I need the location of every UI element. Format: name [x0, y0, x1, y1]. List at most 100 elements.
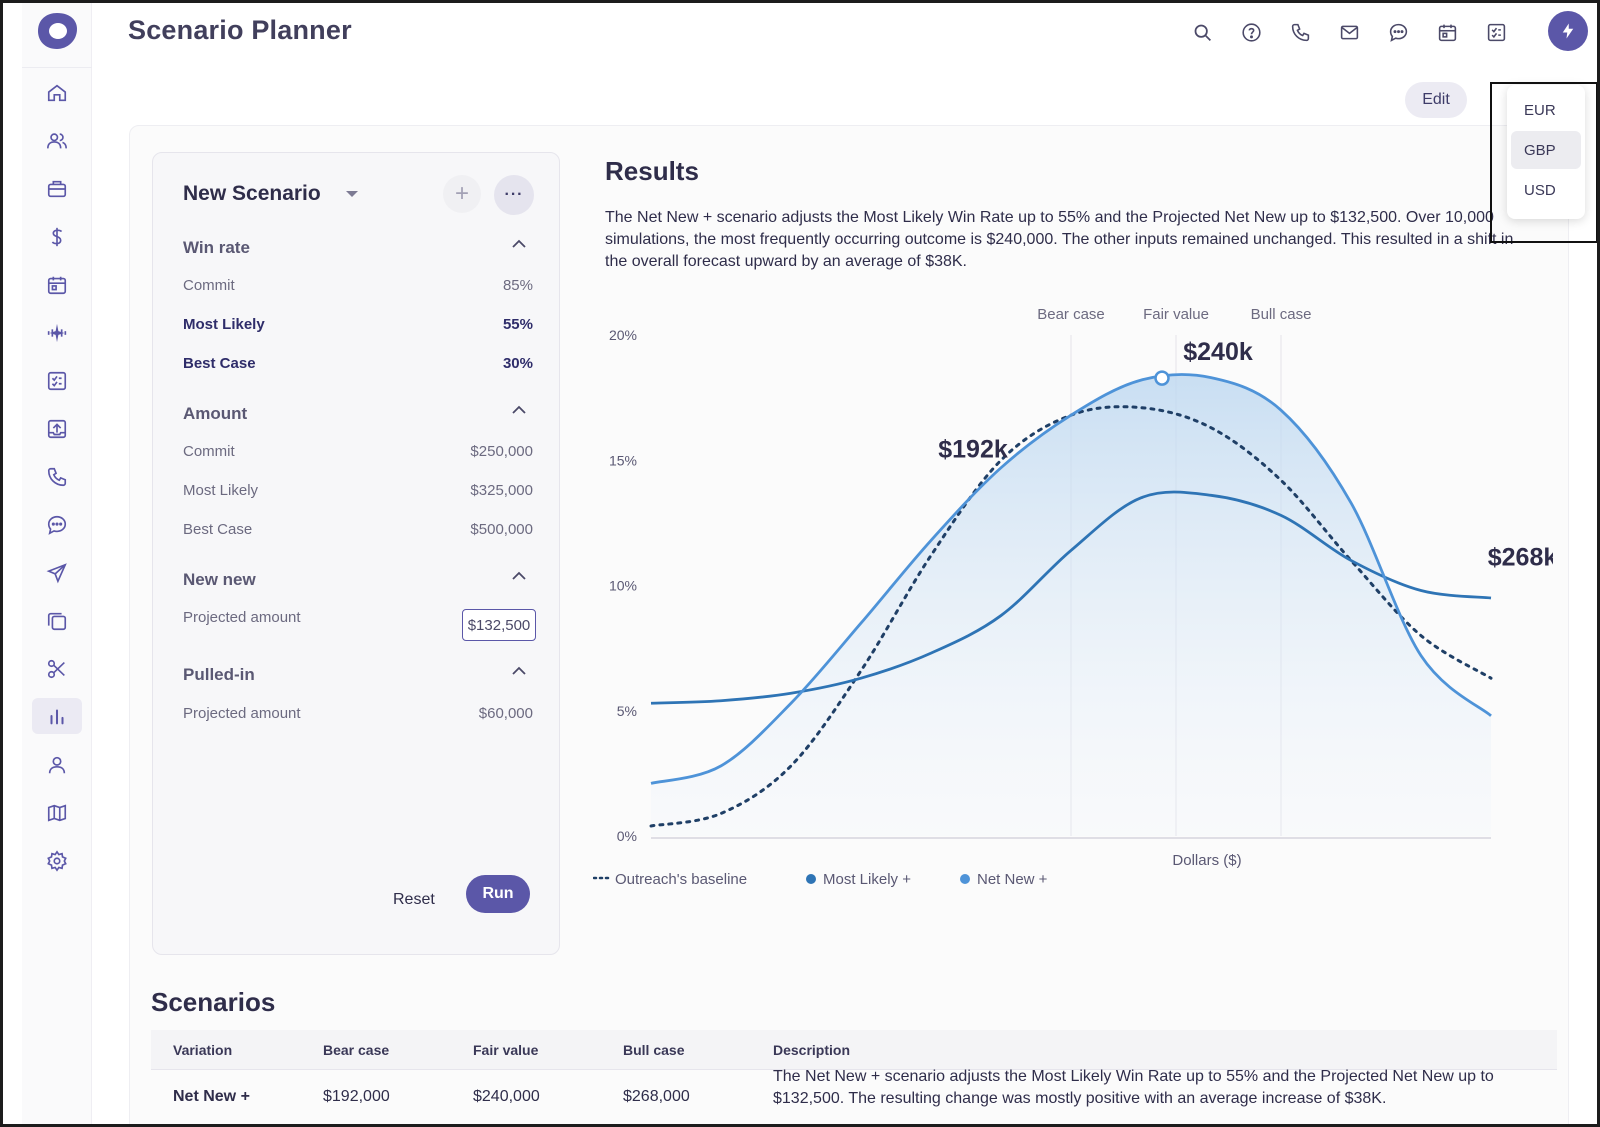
page-title: Scenario Planner [128, 15, 352, 45]
marker-label: Bull case [1251, 306, 1312, 323]
amount-most-likely-label: Most Likely [183, 482, 259, 499]
phone-icon[interactable] [1287, 19, 1313, 45]
win-rate-most-likely-label: Most Likely [183, 316, 265, 333]
row-variation: Net New + [173, 1088, 250, 1105]
chevron-up-icon[interactable] [512, 571, 526, 581]
scissors-icon[interactable] [32, 651, 82, 687]
currency-option-gbp[interactable]: GBP [1511, 131, 1581, 169]
settings-icon[interactable] [32, 843, 82, 879]
legend-swatch [806, 874, 816, 884]
search-icon[interactable] [1189, 19, 1215, 45]
table-row[interactable]: Net New + $192,000 $240,000 $268,000 The… [151, 1068, 1557, 1124]
sidebar [22, 3, 92, 1124]
win-rate-commit-value[interactable]: 85% [502, 277, 533, 294]
add-scenario-button[interactable]: + [443, 175, 481, 213]
chevron-up-icon[interactable] [512, 239, 526, 249]
series-line-2 [650, 373, 1492, 785]
new-new-projected-label: Projected amount [183, 609, 301, 626]
edit-button[interactable]: Edit [1405, 82, 1467, 118]
scenarios-title: Scenarios [151, 987, 276, 1017]
section-win-rate: Win rate [183, 238, 250, 257]
x-axis-label: Dollars ($) [1172, 852, 1241, 869]
peak-marker [1154, 370, 1170, 386]
results-description: The Net New + scenario adjusts the Most … [605, 209, 1514, 270]
currency-dropdown: EUR GBP USD [1507, 85, 1585, 219]
new-new-projected-input[interactable]: $132,500 [462, 609, 536, 641]
waveform-icon[interactable] [32, 315, 82, 351]
currency-option-eur[interactable]: EUR [1524, 101, 1556, 119]
marker-label: Bear case [1037, 306, 1105, 323]
row-bull: $268,000 [623, 1088, 690, 1105]
tasks-icon[interactable] [1483, 19, 1509, 45]
pulled-in-projected-value[interactable]: $60,000 [478, 705, 533, 722]
scenario-name[interactable]: New Scenario [183, 182, 321, 205]
y-tick-label: 10% [609, 578, 637, 594]
series-line-0 [649, 405, 1493, 828]
section-amount: Amount [183, 404, 248, 423]
send-icon[interactable] [32, 555, 82, 591]
col-fair-value[interactable]: Fair value [473, 1042, 539, 1058]
legend-label: Most Likely + [823, 871, 911, 888]
y-tick-label: 0% [617, 828, 637, 844]
chevron-up-icon[interactable] [512, 666, 526, 676]
checklist-icon[interactable] [32, 363, 82, 399]
scenarios-table-header: Variation Bear case Fair value Bull case… [151, 1030, 1557, 1070]
currency-option-usd[interactable]: USD [1524, 181, 1556, 199]
calendar-icon[interactable] [32, 267, 82, 303]
row-fair: $240,000 [473, 1088, 540, 1105]
legend-label: Outreach's baseline [615, 871, 747, 888]
copy-icon[interactable] [32, 603, 82, 639]
col-description[interactable]: Description [773, 1042, 851, 1058]
amount-commit-label: Commit [183, 443, 235, 460]
chat-icon[interactable] [32, 507, 82, 543]
app-logo-icon[interactable] [35, 11, 79, 51]
calendar-icon[interactable] [1434, 19, 1460, 45]
legend-label: Net New + [977, 871, 1048, 888]
section-new-new: New new [183, 570, 256, 589]
chat-icon[interactable] [1385, 19, 1411, 45]
amount-most-likely-value[interactable]: $325,000 [470, 482, 533, 499]
briefcase-icon[interactable] [32, 171, 82, 207]
col-bull-case[interactable]: Bull case [623, 1042, 685, 1058]
win-rate-best-case-value[interactable]: 30% [502, 355, 533, 372]
chevron-down-icon[interactable] [346, 191, 358, 197]
amount-best-case-value[interactable]: $500,000 [470, 521, 533, 538]
value-annotation: $192k [938, 436, 1008, 464]
legend-swatch [960, 874, 970, 884]
more-options-button[interactable]: ··· [494, 175, 534, 215]
run-button[interactable]: Run [466, 875, 530, 913]
map-icon[interactable] [32, 795, 82, 831]
row-bear: $192,000 [323, 1088, 390, 1105]
upload-icon[interactable] [32, 411, 82, 447]
win-rate-best-case-label: Best Case [183, 355, 256, 372]
distribution-chart: 0% 5% 10% 15% 20% Bear case Fair value Bull ca… [593, 306, 1553, 888]
bar-chart-icon[interactable] [32, 698, 82, 734]
pulled-in-projected-label: Projected amount [183, 705, 301, 722]
phone-icon[interactable] [32, 459, 82, 495]
bolt-icon[interactable] [1548, 11, 1588, 51]
y-tick-label: 20% [609, 327, 637, 343]
dollar-icon[interactable] [32, 219, 82, 255]
col-variation[interactable]: Variation [173, 1042, 233, 1058]
marker-label: Fair value [1143, 306, 1209, 323]
help-icon[interactable] [1238, 19, 1264, 45]
value-annotation: $268k [1488, 543, 1553, 571]
win-rate-most-likely-value[interactable]: 55% [502, 316, 533, 333]
value-annotation: $240k [1183, 338, 1253, 366]
home-icon[interactable] [32, 75, 82, 111]
y-tick-label: 15% [609, 452, 637, 468]
chevron-up-icon[interactable] [512, 405, 526, 415]
reset-button[interactable]: Reset [393, 891, 435, 908]
mail-icon[interactable] [1336, 19, 1362, 45]
user-icon[interactable] [32, 747, 82, 783]
col-bear-case[interactable]: Bear case [323, 1042, 390, 1058]
section-pulled-in: Pulled-in [183, 665, 255, 684]
series-area-2 [651, 374, 1491, 836]
amount-best-case-label: Best Case [183, 521, 253, 538]
topbar: Scenario Planner [92, 3, 1597, 67]
scenario-panel: New Scenario + ··· Win rate Commit 85% M… [152, 152, 560, 955]
people-icon[interactable] [32, 123, 82, 159]
results-title: Results [605, 156, 699, 186]
amount-commit-value[interactable]: $250,000 [470, 443, 533, 460]
